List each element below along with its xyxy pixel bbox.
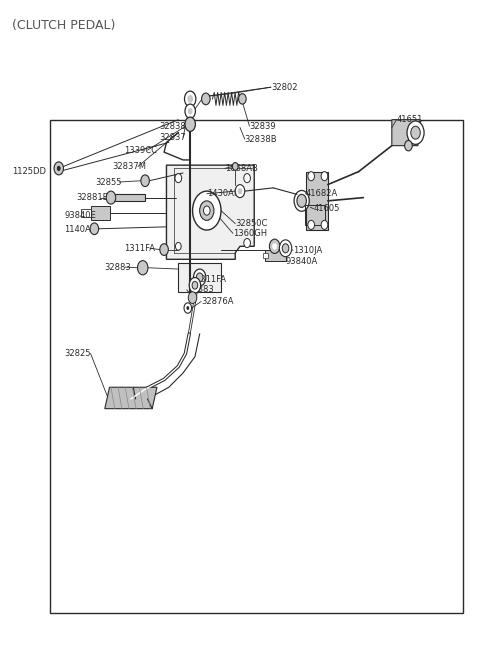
Text: 1125DD: 1125DD bbox=[12, 167, 46, 176]
Circle shape bbox=[187, 95, 193, 103]
Bar bbox=[305, 206, 325, 225]
Circle shape bbox=[308, 172, 314, 181]
Circle shape bbox=[272, 243, 277, 250]
Text: 32837: 32837 bbox=[159, 133, 186, 141]
Bar bbox=[81, 210, 91, 217]
Circle shape bbox=[175, 174, 181, 183]
Text: 32838B: 32838B bbox=[245, 135, 277, 143]
Circle shape bbox=[196, 273, 203, 282]
Circle shape bbox=[294, 191, 309, 212]
Circle shape bbox=[193, 269, 206, 286]
Circle shape bbox=[90, 223, 98, 234]
Text: 93840E: 93840E bbox=[64, 212, 96, 220]
Text: 32825: 32825 bbox=[64, 349, 91, 358]
Text: 1140AA: 1140AA bbox=[64, 225, 97, 234]
Circle shape bbox=[244, 238, 251, 248]
Text: 32838B: 32838B bbox=[159, 122, 192, 130]
Bar bbox=[264, 250, 286, 261]
Circle shape bbox=[321, 220, 328, 229]
Circle shape bbox=[185, 117, 195, 132]
Bar bbox=[263, 253, 267, 258]
Circle shape bbox=[411, 126, 420, 139]
Text: (CLUTCH PEDAL): (CLUTCH PEDAL) bbox=[12, 19, 116, 32]
Circle shape bbox=[185, 104, 195, 119]
Circle shape bbox=[279, 240, 292, 257]
Text: 32855: 32855 bbox=[96, 178, 122, 187]
Polygon shape bbox=[179, 263, 221, 291]
Circle shape bbox=[189, 278, 201, 293]
Circle shape bbox=[202, 93, 210, 105]
Circle shape bbox=[137, 261, 148, 275]
Circle shape bbox=[239, 94, 246, 104]
Text: 1310JA: 1310JA bbox=[293, 246, 323, 255]
Circle shape bbox=[297, 195, 306, 208]
Text: 41682A: 41682A bbox=[305, 189, 338, 198]
Bar bbox=[50, 120, 463, 613]
Circle shape bbox=[186, 306, 189, 310]
Circle shape bbox=[405, 140, 412, 151]
Circle shape bbox=[160, 244, 168, 255]
Text: 41651: 41651 bbox=[396, 115, 423, 124]
Text: 1360GH: 1360GH bbox=[233, 229, 267, 238]
Circle shape bbox=[54, 162, 63, 175]
Text: 1068AB: 1068AB bbox=[225, 164, 258, 173]
Circle shape bbox=[192, 191, 221, 230]
Circle shape bbox=[235, 185, 245, 198]
Text: 1311FA: 1311FA bbox=[124, 244, 155, 253]
Text: 93840A: 93840A bbox=[286, 257, 318, 266]
Text: 32883: 32883 bbox=[187, 286, 214, 294]
Polygon shape bbox=[111, 194, 145, 201]
Polygon shape bbox=[105, 387, 157, 409]
Text: 32883: 32883 bbox=[104, 263, 131, 272]
Text: 1311FA: 1311FA bbox=[195, 275, 226, 284]
Circle shape bbox=[106, 191, 116, 204]
Circle shape bbox=[407, 121, 424, 144]
Text: 32850C: 32850C bbox=[235, 219, 268, 228]
Circle shape bbox=[308, 220, 314, 229]
Circle shape bbox=[192, 282, 198, 290]
Circle shape bbox=[176, 242, 181, 250]
Text: 32837M: 32837M bbox=[112, 162, 146, 171]
Text: 1339CC: 1339CC bbox=[124, 145, 157, 155]
Circle shape bbox=[232, 162, 238, 170]
Circle shape bbox=[269, 239, 280, 253]
Text: 32881B: 32881B bbox=[76, 193, 109, 202]
Text: 1430AF: 1430AF bbox=[207, 189, 239, 198]
Polygon shape bbox=[392, 120, 420, 145]
Circle shape bbox=[188, 108, 192, 115]
Circle shape bbox=[321, 172, 328, 181]
Text: 32876A: 32876A bbox=[201, 297, 234, 306]
Circle shape bbox=[244, 174, 251, 183]
Circle shape bbox=[188, 291, 197, 303]
Circle shape bbox=[184, 303, 192, 313]
Circle shape bbox=[57, 166, 60, 171]
Text: 32839: 32839 bbox=[250, 122, 276, 130]
Text: 41605: 41605 bbox=[313, 204, 340, 213]
Circle shape bbox=[238, 188, 242, 195]
Polygon shape bbox=[167, 165, 254, 259]
Text: 32802: 32802 bbox=[271, 83, 297, 92]
Circle shape bbox=[200, 201, 214, 220]
Circle shape bbox=[204, 206, 210, 215]
Circle shape bbox=[141, 175, 149, 187]
Circle shape bbox=[184, 91, 196, 107]
Polygon shape bbox=[306, 172, 328, 230]
Bar bbox=[91, 206, 109, 220]
Circle shape bbox=[282, 244, 289, 253]
